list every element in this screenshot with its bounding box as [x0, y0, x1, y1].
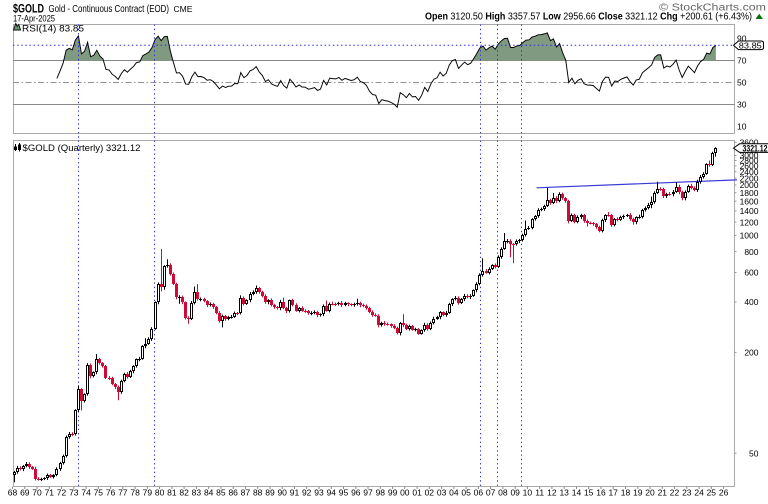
- svg-text:50: 50: [737, 78, 747, 88]
- svg-text:19: 19: [633, 488, 643, 498]
- svg-text:Open 3120.50 High 3357.57 Low: Open 3120.50 High 3357.57 Low 2956.66 Cl…: [425, 12, 752, 23]
- svg-text:79: 79: [143, 488, 153, 498]
- svg-text:96: 96: [351, 488, 361, 498]
- svg-text:95: 95: [339, 488, 349, 498]
- svg-text:73: 73: [69, 488, 79, 498]
- svg-text:69: 69: [20, 488, 30, 498]
- svg-text:1200: 1200: [740, 217, 759, 227]
- svg-text:82: 82: [179, 488, 189, 498]
- svg-text:14: 14: [572, 488, 582, 498]
- svg-text:99: 99: [388, 488, 398, 498]
- svg-text:18: 18: [621, 488, 631, 498]
- svg-text:30: 30: [737, 100, 747, 110]
- svg-text:13: 13: [559, 488, 569, 498]
- svg-text:93: 93: [314, 488, 324, 498]
- svg-text:50: 50: [749, 448, 759, 458]
- svg-text:78: 78: [130, 488, 140, 498]
- svg-text:17: 17: [608, 488, 618, 498]
- svg-text:23: 23: [682, 488, 692, 498]
- svg-text:25: 25: [707, 488, 717, 498]
- svg-text:88: 88: [253, 488, 263, 498]
- svg-text:92: 92: [302, 488, 312, 498]
- svg-text:90: 90: [277, 488, 287, 498]
- svg-text:03: 03: [437, 488, 447, 498]
- svg-text:01: 01: [412, 488, 422, 498]
- svg-text:RSI(14) 83.85: RSI(14) 83.85: [22, 23, 84, 34]
- svg-text:15: 15: [584, 488, 594, 498]
- svg-text:06: 06: [474, 488, 484, 498]
- svg-text:86: 86: [228, 488, 238, 498]
- svg-text:07: 07: [486, 488, 496, 498]
- svg-text:81: 81: [167, 488, 177, 498]
- svg-text:800: 800: [744, 247, 758, 257]
- svg-text:94: 94: [327, 488, 337, 498]
- svg-text:76: 76: [106, 488, 116, 498]
- svg-text:70: 70: [737, 56, 747, 66]
- svg-text:400: 400: [744, 297, 758, 307]
- svg-text:Gold - Continuous Contract (EO: Gold - Continuous Contract (EOD): [49, 4, 170, 15]
- svg-text:68: 68: [8, 488, 18, 498]
- svg-text:71: 71: [45, 488, 55, 498]
- svg-text:91: 91: [290, 488, 300, 498]
- svg-text:16: 16: [596, 488, 606, 498]
- svg-text:$GOLD (Quarterly) 3321.12: $GOLD (Quarterly) 3321.12: [23, 143, 141, 154]
- svg-text:74: 74: [81, 488, 91, 498]
- svg-text:70: 70: [32, 488, 42, 498]
- svg-text:11: 11: [535, 488, 544, 498]
- svg-text:83: 83: [192, 488, 202, 498]
- svg-text:600: 600: [744, 268, 758, 278]
- svg-text:08: 08: [498, 488, 508, 498]
- svg-text:12: 12: [547, 488, 557, 498]
- svg-text:85: 85: [216, 488, 226, 498]
- svg-text:3321.12: 3321.12: [743, 143, 768, 153]
- svg-text:1000: 1000: [740, 231, 759, 241]
- svg-text:83.85: 83.85: [739, 40, 762, 50]
- svg-text:84: 84: [204, 488, 214, 498]
- svg-text:CME: CME: [174, 4, 193, 14]
- svg-text:00: 00: [400, 488, 410, 498]
- svg-text:09: 09: [510, 488, 520, 498]
- svg-text:10: 10: [737, 122, 747, 132]
- svg-text:05: 05: [461, 488, 471, 498]
- svg-text:77: 77: [118, 488, 128, 498]
- svg-text:02: 02: [425, 488, 435, 498]
- svg-text:72: 72: [57, 488, 67, 498]
- svg-text:24: 24: [694, 488, 704, 498]
- svg-text:20: 20: [645, 488, 655, 498]
- svg-text:98: 98: [376, 488, 386, 498]
- svg-text:75: 75: [94, 488, 104, 498]
- svg-text:10: 10: [523, 488, 533, 498]
- svg-text:89: 89: [265, 488, 275, 498]
- svg-text:87: 87: [241, 488, 251, 498]
- svg-text:80: 80: [155, 488, 165, 498]
- svg-text:97: 97: [363, 488, 373, 498]
- svg-text:21: 21: [658, 488, 668, 498]
- svg-text:1600: 1600: [740, 196, 759, 206]
- svg-text:22: 22: [670, 488, 680, 498]
- svg-text:26: 26: [719, 488, 729, 498]
- svg-text:200: 200: [744, 348, 758, 358]
- svg-text:1400: 1400: [740, 206, 759, 216]
- svg-text:04: 04: [449, 488, 459, 498]
